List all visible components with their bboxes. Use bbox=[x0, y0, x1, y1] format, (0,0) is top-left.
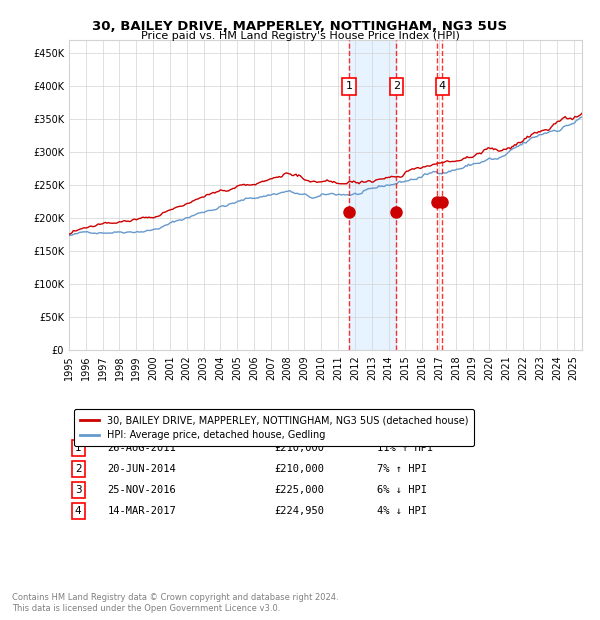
Text: 1: 1 bbox=[346, 81, 353, 92]
Text: £225,000: £225,000 bbox=[274, 485, 324, 495]
Text: 20-JUN-2014: 20-JUN-2014 bbox=[107, 464, 176, 474]
Text: 4: 4 bbox=[75, 506, 82, 516]
Text: 3: 3 bbox=[75, 485, 82, 495]
Text: 14-MAR-2017: 14-MAR-2017 bbox=[107, 506, 176, 516]
Text: £224,950: £224,950 bbox=[274, 506, 324, 516]
Text: £210,000: £210,000 bbox=[274, 464, 324, 474]
Legend: 30, BAILEY DRIVE, MAPPERLEY, NOTTINGHAM, NG3 5US (detached house), HPI: Average : 30, BAILEY DRIVE, MAPPERLEY, NOTTINGHAM,… bbox=[74, 409, 474, 446]
Text: 30, BAILEY DRIVE, MAPPERLEY, NOTTINGHAM, NG3 5US: 30, BAILEY DRIVE, MAPPERLEY, NOTTINGHAM,… bbox=[92, 20, 508, 33]
Text: 25-NOV-2016: 25-NOV-2016 bbox=[107, 485, 176, 495]
Text: 11% ↑ HPI: 11% ↑ HPI bbox=[377, 443, 433, 453]
Text: 4: 4 bbox=[439, 81, 446, 92]
Text: Contains HM Land Registry data © Crown copyright and database right 2024.
This d: Contains HM Land Registry data © Crown c… bbox=[12, 593, 338, 613]
Bar bbox=[349, 40, 397, 350]
Text: 2: 2 bbox=[393, 81, 400, 92]
Text: 1: 1 bbox=[75, 443, 82, 453]
Text: 6% ↓ HPI: 6% ↓ HPI bbox=[377, 485, 427, 495]
Text: Price paid vs. HM Land Registry's House Price Index (HPI): Price paid vs. HM Land Registry's House … bbox=[140, 31, 460, 41]
Text: 4% ↓ HPI: 4% ↓ HPI bbox=[377, 506, 427, 516]
Text: 7% ↑ HPI: 7% ↑ HPI bbox=[377, 464, 427, 474]
Text: £210,000: £210,000 bbox=[274, 443, 324, 453]
Text: 2: 2 bbox=[75, 464, 82, 474]
Text: 26-AUG-2011: 26-AUG-2011 bbox=[107, 443, 176, 453]
